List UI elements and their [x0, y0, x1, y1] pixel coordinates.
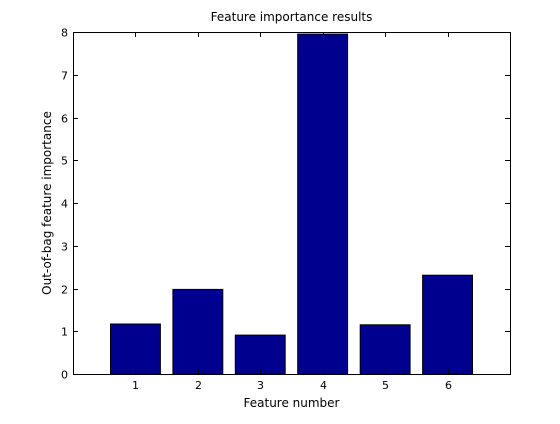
x-tick-label-2: 2 — [195, 379, 202, 392]
y-tick-label-2: 2 — [61, 284, 68, 297]
y-tick-label-1: 1 — [61, 326, 68, 339]
y-tick-label-0: 0 — [61, 369, 68, 382]
bar-2 — [172, 288, 224, 375]
y-tick-label-3: 3 — [61, 241, 68, 254]
y-axis-label: Out-of-bag feature importance — [40, 111, 54, 295]
x-tick-label-6: 6 — [445, 379, 452, 392]
bar-1 — [110, 323, 161, 375]
x-tick-label-1: 1 — [132, 379, 139, 392]
bar-3 — [234, 334, 286, 375]
x-axis-label: Feature number — [244, 396, 340, 410]
y-axis-ticks: 0 1 2 3 4 5 6 7 8 — [61, 27, 510, 382]
bar-4 — [297, 33, 349, 375]
x-axis-ticks: 1 2 3 4 5 6 — [132, 32, 452, 392]
chart-title: Feature importance results — [211, 10, 373, 24]
bar-5 — [359, 324, 411, 375]
y-tick-label-6: 6 — [61, 113, 68, 126]
bar-6 — [422, 274, 474, 375]
y-tick-label-8: 8 — [61, 27, 68, 40]
x-tick-label-3: 3 — [257, 379, 264, 392]
y-tick-label-5: 5 — [61, 155, 68, 168]
y-tick-label-7: 7 — [61, 70, 68, 83]
y-tick-label-4: 4 — [61, 198, 68, 211]
bars-group — [110, 33, 474, 375]
x-tick-label-5: 5 — [382, 379, 389, 392]
x-tick-label-4: 4 — [320, 379, 327, 392]
